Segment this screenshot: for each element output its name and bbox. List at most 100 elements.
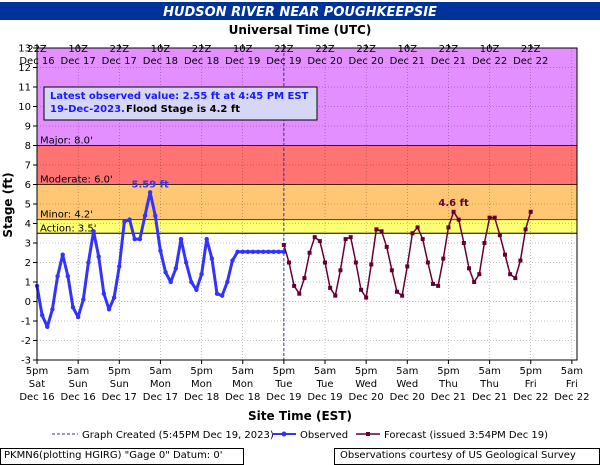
threshold-label-minor: Minor: 4.2' — [40, 210, 93, 221]
top-tick-label-date: Dec 18 — [143, 56, 178, 67]
x-tick-label-time: 5am — [149, 366, 171, 377]
top-tick-label-time: 22Z — [27, 44, 47, 55]
x-tick-label-date: Dec 17 — [102, 392, 137, 403]
forecast-point — [343, 237, 348, 242]
observed-point — [75, 314, 81, 320]
series-layer — [34, 48, 533, 360]
x-tick-label-date: Dec 20 — [349, 392, 384, 403]
forecast-point — [302, 276, 307, 281]
threshold-label-moderate: Moderate: 6.0' — [40, 175, 113, 186]
forecast-point — [482, 241, 487, 245]
legend-forecast-label: Forecast (issued 3:54PM Dec 19) — [384, 430, 548, 441]
top-tick-label-date: Dec 20 — [307, 56, 342, 67]
x-tick-label-date: Dec 21 — [472, 392, 507, 403]
y-tick-label: 6 — [25, 180, 31, 191]
observed-point — [101, 291, 107, 296]
y-tick-label: 3 — [25, 239, 31, 250]
band-minor — [37, 184, 577, 220]
y-tick-label: 9 — [25, 122, 31, 133]
forecast-point — [379, 229, 384, 234]
top-tick-label-time: 22Z — [356, 44, 376, 55]
forecast-peak-label: 4.6 ft — [438, 198, 469, 209]
top-tick-label-date: Dec 21 — [431, 56, 466, 67]
x-tick-label-date: Dec 16 — [19, 392, 54, 403]
top-tick-label-time: 22Z — [315, 44, 335, 55]
y-tick-label: 11 — [18, 83, 31, 94]
forecast-point — [400, 293, 405, 298]
forecast-point — [436, 283, 441, 288]
top-tick-label-date: Dec 21 — [390, 56, 425, 67]
forecast-point — [518, 258, 523, 263]
observed-point — [158, 248, 163, 253]
top-tick-label-date: Dec 22 — [513, 56, 548, 67]
observed-point — [163, 270, 168, 275]
forecast-point — [323, 260, 327, 265]
observed-point — [132, 236, 137, 242]
observed-point — [65, 273, 71, 279]
x-tick-label-day: Thu — [479, 379, 499, 390]
x-tick-label-time: 5pm — [26, 366, 48, 377]
x-tick-label-day: Thu — [438, 379, 458, 390]
forecast-point — [425, 260, 430, 265]
x-tick-label-date: Dec 20 — [390, 392, 425, 403]
observed-point — [219, 293, 225, 298]
legend: Graph Created (5:45PM Dec 19, 2023) Obse… — [52, 430, 548, 441]
forecast-point — [312, 235, 317, 240]
x-tick-label-date: Dec 16 — [61, 392, 96, 403]
observed-point — [266, 249, 271, 254]
observed-point — [96, 254, 101, 259]
observed-point — [199, 272, 204, 277]
forecast-point — [348, 235, 353, 240]
threshold-label-major: Major: 8.0' — [40, 136, 93, 147]
y-tick-label: -2 — [21, 336, 31, 347]
observed-point — [117, 264, 122, 269]
observed-point — [91, 229, 96, 234]
x-tick-label-day: Mon — [191, 379, 212, 390]
forecast-point — [410, 231, 415, 236]
legend-observed-marker — [281, 431, 287, 437]
forecast-point — [503, 252, 507, 257]
forecast-point — [374, 227, 379, 232]
top-tick-label-time: 22Z — [109, 44, 129, 55]
observed-point — [147, 190, 153, 195]
top-tick-label-date: Dec 17 — [102, 56, 137, 67]
observed-point — [204, 236, 209, 242]
y-tick-label: 8 — [25, 141, 31, 152]
observed-point — [106, 307, 112, 312]
x-tick-label-time: 5am — [67, 366, 89, 377]
observed-point — [189, 279, 194, 285]
forecast-point — [384, 244, 389, 249]
x-tick-label-date: Dec 19 — [266, 392, 301, 403]
top-tick-label-date: Dec 19 — [225, 56, 260, 67]
x-tick-label-day: Mon — [232, 379, 253, 390]
x-tick-label-date: Dec 17 — [143, 392, 178, 403]
observed-point — [230, 258, 235, 263]
forecast-point — [359, 287, 363, 292]
x-tick-label-time: 5pm — [355, 366, 377, 377]
top-tick-label-time: 22Z — [274, 44, 294, 55]
observed-point — [276, 249, 281, 254]
observed-point — [50, 307, 55, 312]
forecast-point — [307, 250, 312, 255]
x-tick-label-time: 5am — [232, 366, 254, 377]
x-tick-label-time: 5pm — [108, 366, 130, 377]
observed-point — [183, 260, 189, 265]
observed-point — [142, 213, 148, 218]
observed-point — [214, 291, 220, 296]
observed-point — [137, 236, 143, 242]
observed-point — [111, 295, 117, 300]
forecast-point — [431, 281, 435, 286]
top-tick-label-date: Dec 17 — [61, 56, 96, 67]
forecast-point — [528, 209, 533, 214]
forecast-point — [441, 256, 446, 261]
top-tick-label-date: Dec 16 — [19, 56, 54, 67]
forecast-point — [369, 262, 374, 267]
x-tick-label-time: 5pm — [519, 366, 541, 377]
x-tick-label-day: Fri — [566, 379, 578, 390]
x-tick-label-time: 5pm — [273, 366, 295, 377]
band-action — [37, 219, 577, 234]
observed-peak-label: 5.59 ft — [131, 179, 169, 190]
x-tick-label-day: Fri — [525, 379, 537, 390]
x-tick-label-date: Dec 18 — [225, 392, 260, 403]
y-tick-label: 2 — [25, 258, 31, 269]
